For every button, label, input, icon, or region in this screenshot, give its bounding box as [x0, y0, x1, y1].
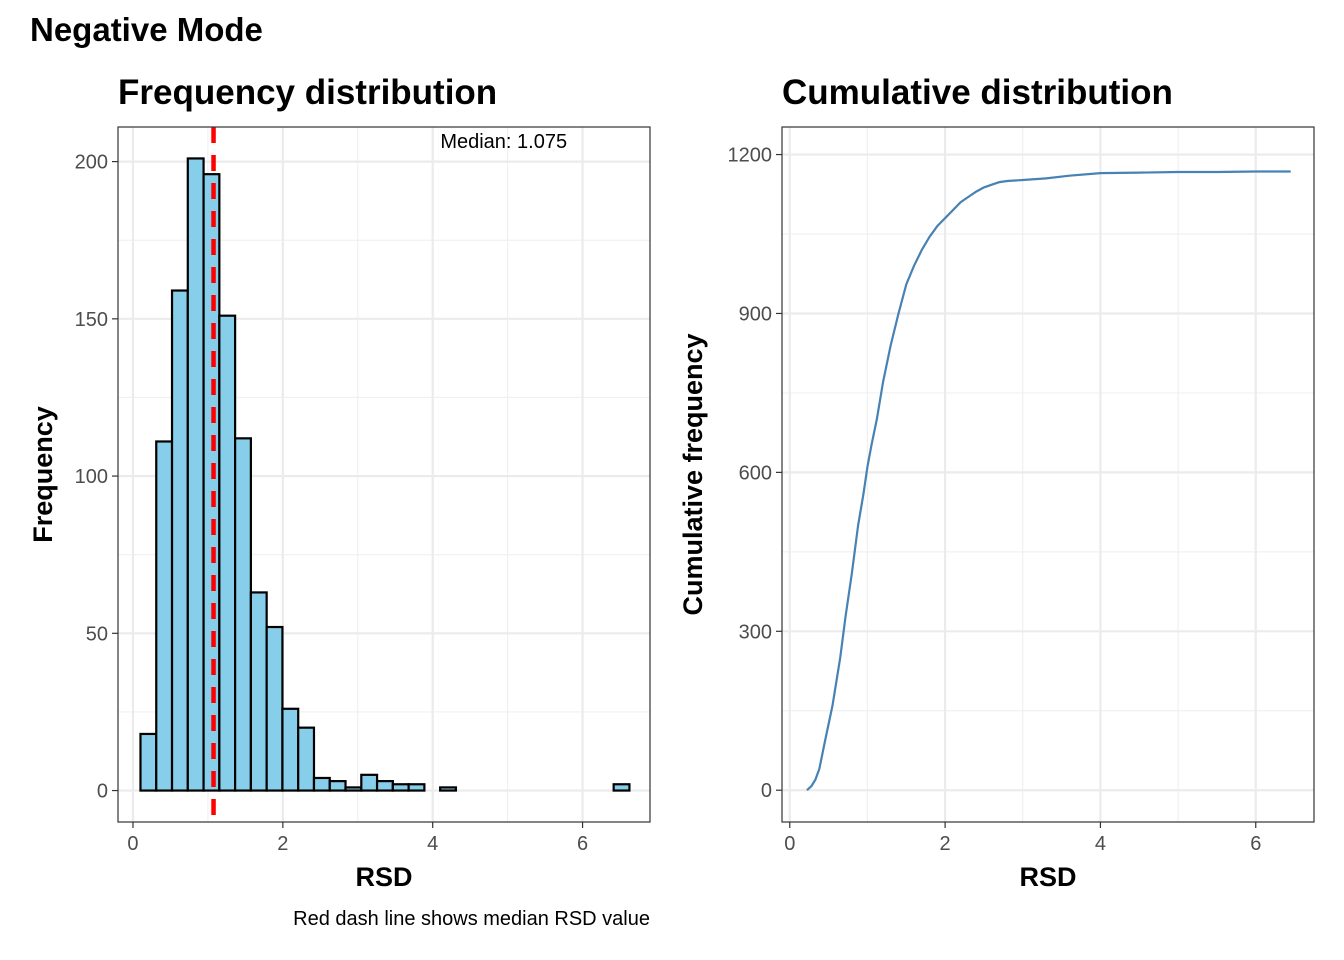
- histogram-bar: [407, 783, 426, 792]
- x-tick-label: 6: [1250, 833, 1261, 855]
- frequency-panel: Frequency distribution 0 2 4 6 0 50 100 150 200…: [28, 73, 651, 930]
- histogram-bar: [297, 726, 316, 792]
- y-tick-label: 200: [75, 152, 108, 174]
- histogram-bar: [439, 786, 458, 792]
- histogram-bar: [281, 707, 300, 792]
- frequency-y-ticks: 0 50 100 150 200: [75, 152, 118, 803]
- frequency-caption: Red dash line shows median RSD value: [293, 908, 650, 930]
- x-tick-label: 6: [577, 833, 588, 855]
- frequency-y-axis-title: Frequency: [28, 406, 58, 543]
- cumulative-line: [806, 170, 1291, 792]
- y-tick-label: 300: [739, 621, 772, 643]
- cumulative-plot-frame: [781, 126, 1315, 823]
- x-tick-label: 2: [277, 833, 288, 855]
- x-tick-label: 2: [940, 833, 951, 855]
- histogram-bar: [360, 773, 379, 792]
- histogram-bar: [234, 437, 252, 792]
- frequency-plot-frame: [117, 126, 651, 823]
- y-tick-label: 0: [761, 780, 772, 802]
- histogram-bar: [155, 440, 174, 792]
- histogram-bar: [375, 780, 394, 792]
- histogram-bar: [344, 786, 363, 792]
- cumulative-panel: Cumulative distribution 0 2 4 6 0 300 600 900 1…: [678, 73, 1315, 892]
- histogram-bar: [186, 157, 205, 792]
- histogram-bar: [312, 776, 331, 792]
- page-title: Negative Mode: [30, 11, 263, 48]
- y-tick-label: 900: [739, 303, 772, 325]
- cumulative-y-axis-title: Cumulative frequency: [678, 333, 708, 615]
- histogram-bar: [612, 783, 631, 792]
- cumulative-panel-title: Cumulative distribution: [782, 73, 1173, 112]
- x-tick-label: 0: [127, 833, 138, 855]
- y-tick-label: 600: [739, 462, 772, 484]
- y-tick-label: 150: [75, 309, 108, 331]
- histogram-bar: [218, 314, 237, 792]
- histogram-bar: [249, 591, 268, 792]
- x-tick-label: 0: [784, 833, 795, 855]
- y-tick-label: 0: [97, 781, 108, 803]
- frequency-x-axis-title: RSD: [355, 862, 412, 892]
- y-tick-label: 100: [75, 466, 108, 488]
- histogram-bar: [139, 732, 158, 792]
- x-tick-label: 4: [427, 833, 438, 855]
- frequency-x-ticks: 0 2 4 6: [127, 822, 588, 855]
- cumulative-y-ticks: 0 300 600 900 1200: [728, 145, 782, 802]
- histogram-bar: [391, 783, 410, 792]
- histogram-bar: [328, 780, 347, 792]
- x-tick-label: 4: [1095, 833, 1106, 855]
- cumulative-grid: [782, 127, 1314, 822]
- cumulative-x-ticks: 0 2 4 6: [784, 822, 1261, 855]
- histogram-bar: [170, 289, 189, 792]
- y-tick-label: 1200: [728, 145, 773, 167]
- y-tick-label: 50: [86, 623, 108, 645]
- cumulative-x-axis-title: RSD: [1019, 862, 1076, 892]
- median-annotation: Median: 1.075: [440, 131, 567, 153]
- frequency-panel-title: Frequency distribution: [118, 73, 497, 112]
- histogram-bar: [265, 625, 284, 792]
